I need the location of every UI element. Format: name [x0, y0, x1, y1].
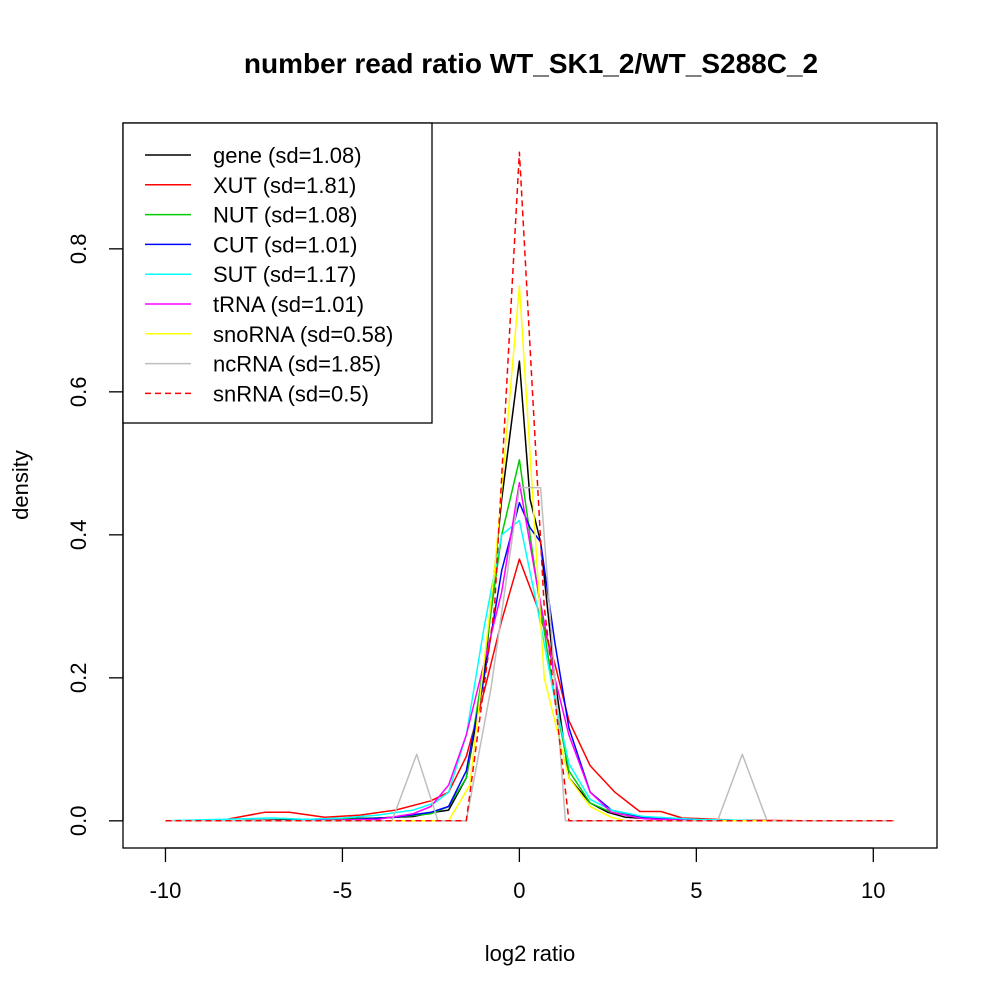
series-line-6 — [165, 285, 895, 822]
legend-label: XUT (sd=1.81) — [213, 173, 356, 198]
series-line-4 — [165, 519, 895, 822]
series-line-8 — [165, 151, 895, 822]
legend: gene (sd=1.08) XUT (sd=1.81) NUT (sd=1.08)… — [122, 122, 433, 424]
x-tick-label: -5 — [333, 878, 353, 903]
legend-box — [122, 122, 433, 424]
y-axis-label: density — [8, 450, 33, 520]
series-line-5 — [165, 481, 895, 822]
legend-label: gene (sd=1.08) — [213, 143, 362, 168]
y-axis: 0.0 0.2 0.4 0.6 0.8 — [66, 234, 124, 837]
legend-label: tRNA (sd=1.01) — [213, 292, 364, 317]
x-tick-label: 10 — [861, 878, 885, 903]
legend-label: snoRNA (sd=0.58) — [213, 322, 393, 347]
legend-label: SUT (sd=1.17) — [213, 262, 356, 287]
series-layer — [165, 151, 895, 822]
x-tick-label: -10 — [150, 878, 182, 903]
legend-label: snRNA (sd=0.5) — [213, 381, 369, 406]
legend-label: CUT (sd=1.01) — [213, 232, 357, 257]
legend-label: NUT (sd=1.08) — [213, 203, 357, 228]
y-tick-label: 0.4 — [66, 520, 91, 551]
y-tick-label: 0.6 — [66, 377, 91, 408]
x-tick-label: 0 — [513, 878, 525, 903]
legend-label: ncRNA (sd=1.85) — [213, 352, 381, 377]
y-tick-label: 0.8 — [66, 234, 91, 265]
x-axis-label: log2 ratio — [485, 941, 576, 966]
chart-title: number read ratio WT_SK1_2/WT_S288C_2 — [244, 48, 818, 79]
series-line-7 — [165, 486, 895, 822]
y-tick-label: 0.2 — [66, 663, 91, 694]
x-tick-label: 5 — [690, 878, 702, 903]
x-axis: -10 -5 0 5 10 — [150, 847, 886, 903]
y-tick-label: 0.0 — [66, 806, 91, 837]
